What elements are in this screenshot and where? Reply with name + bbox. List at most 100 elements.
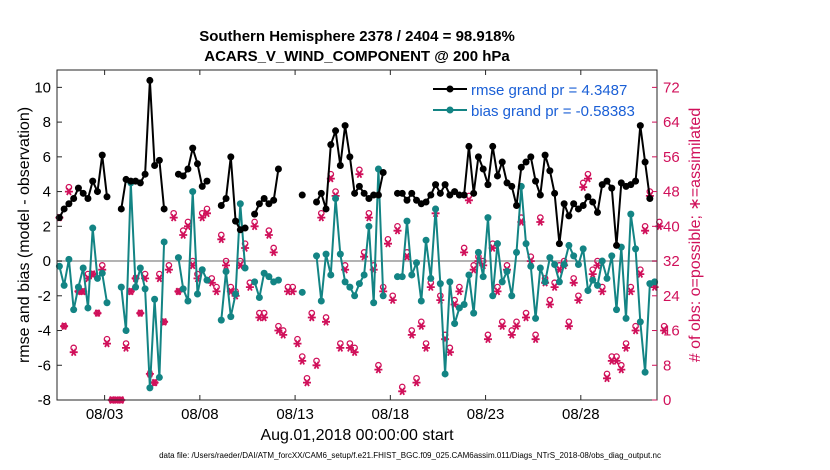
bias-marker bbox=[189, 188, 197, 196]
rmse-marker bbox=[555, 240, 563, 248]
bias-marker bbox=[627, 210, 635, 218]
y-tick-label-left: 6 bbox=[43, 149, 51, 166]
bias-marker bbox=[541, 278, 549, 286]
obs-assimilated-marker bbox=[422, 343, 430, 352]
bias-marker bbox=[441, 370, 449, 378]
obs-assimilated-marker bbox=[522, 313, 530, 322]
bias-marker bbox=[251, 278, 259, 286]
bias-marker bbox=[527, 262, 535, 270]
obs-assimilated-marker bbox=[269, 248, 278, 257]
bias-marker bbox=[546, 254, 554, 262]
bias-marker bbox=[474, 248, 482, 256]
legend-rmse-marker bbox=[446, 85, 454, 93]
obs-assimilated-marker bbox=[203, 209, 211, 218]
bias-marker bbox=[470, 309, 478, 317]
obs-assimilated-marker bbox=[212, 287, 221, 296]
bias-marker bbox=[451, 320, 459, 328]
obs-assimilated-marker bbox=[198, 213, 207, 222]
bias-marker bbox=[274, 276, 282, 284]
rmse-marker bbox=[527, 153, 535, 161]
obs-assimilated-marker bbox=[393, 226, 402, 235]
rmse-marker bbox=[646, 195, 654, 203]
y-tick-label-left: 0 bbox=[43, 253, 51, 270]
rmse-marker bbox=[493, 172, 501, 180]
rmse-marker bbox=[632, 177, 640, 185]
bias-marker bbox=[317, 297, 325, 305]
bias-marker bbox=[336, 250, 344, 258]
obs-assimilated-marker bbox=[464, 196, 473, 205]
bias-marker bbox=[117, 283, 125, 291]
bias-marker bbox=[460, 300, 468, 308]
obs-assimilated-marker bbox=[498, 322, 507, 331]
legend-bias-label: bias grand pr = -0.58383 bbox=[471, 103, 635, 120]
axes-layer: 08/03 08/08 08/13 08/18 08/23 08/281086420-2-… bbox=[34, 70, 680, 423]
rmse-marker bbox=[160, 205, 168, 213]
obs-assimilated-marker bbox=[245, 283, 254, 292]
rmse-marker bbox=[217, 201, 225, 209]
rmse-marker bbox=[408, 189, 416, 197]
obs-assimilated-marker bbox=[298, 357, 307, 365]
rmse-marker bbox=[641, 158, 649, 166]
rmse-marker bbox=[136, 179, 144, 187]
bias-marker bbox=[565, 241, 573, 249]
bias-marker bbox=[179, 285, 187, 293]
bias-marker bbox=[341, 278, 349, 286]
bias-marker bbox=[346, 283, 354, 291]
obs-assimilated-marker bbox=[336, 343, 345, 352]
bias-marker bbox=[479, 273, 487, 281]
rmse-marker bbox=[241, 224, 249, 232]
bias-marker bbox=[217, 316, 225, 324]
rmse-marker bbox=[403, 196, 411, 204]
rmse-marker bbox=[565, 212, 573, 220]
bias-marker bbox=[241, 264, 249, 272]
obs-assimilated-marker bbox=[536, 218, 545, 226]
rmse-marker bbox=[636, 122, 644, 130]
y-tick-label-left: -8 bbox=[38, 392, 51, 409]
obs-assimilated-marker bbox=[150, 378, 159, 387]
obs-assimilated-marker bbox=[426, 283, 435, 292]
bias-marker bbox=[427, 274, 435, 282]
rmse-marker bbox=[398, 189, 406, 197]
bias-marker bbox=[641, 368, 649, 376]
bias-marker bbox=[379, 292, 387, 300]
bias-marker bbox=[413, 259, 421, 267]
obs-assimilated-marker bbox=[484, 335, 492, 344]
bias-marker bbox=[65, 255, 73, 263]
obs-assimilated-marker bbox=[545, 300, 554, 309]
rmse-marker bbox=[251, 210, 259, 218]
y-tick-label-right: 24 bbox=[663, 288, 680, 305]
rmse-marker bbox=[513, 201, 521, 209]
rmse-marker bbox=[93, 188, 101, 196]
obs-assimilated-marker bbox=[322, 317, 330, 326]
bias-marker bbox=[503, 267, 511, 275]
bias-marker bbox=[584, 287, 592, 295]
y-tick-label-right: 64 bbox=[663, 114, 680, 131]
rmse-marker bbox=[465, 142, 473, 150]
bias-marker bbox=[98, 269, 106, 277]
bias-marker bbox=[360, 271, 368, 279]
rmse-marker bbox=[474, 153, 482, 161]
obs-assimilated-marker bbox=[398, 387, 407, 396]
bias-marker bbox=[265, 273, 273, 281]
bias-marker bbox=[632, 245, 640, 253]
rmse-marker bbox=[146, 76, 154, 84]
obs-assimilated-marker bbox=[564, 322, 573, 331]
bias-marker bbox=[398, 273, 406, 281]
y-tick-label-right: 16 bbox=[663, 323, 680, 340]
obs-assimilated-marker bbox=[407, 330, 416, 339]
bias-marker bbox=[193, 290, 201, 298]
obs-assimilated-marker bbox=[584, 174, 592, 183]
rmse-marker bbox=[203, 177, 211, 185]
bias-marker bbox=[184, 297, 192, 305]
bias-marker bbox=[484, 214, 492, 222]
obs-assimilated-marker bbox=[217, 235, 226, 244]
obs-assimilated-marker bbox=[122, 343, 130, 352]
bias-marker bbox=[222, 267, 230, 275]
rmse-marker bbox=[55, 214, 63, 222]
legend-rmse-label: rmse grand pr = 4.3487 bbox=[471, 82, 627, 99]
bias-marker bbox=[122, 327, 130, 335]
bias-marker bbox=[79, 264, 87, 272]
obs-assimilated-marker bbox=[260, 313, 269, 322]
rmse-marker bbox=[374, 191, 382, 199]
